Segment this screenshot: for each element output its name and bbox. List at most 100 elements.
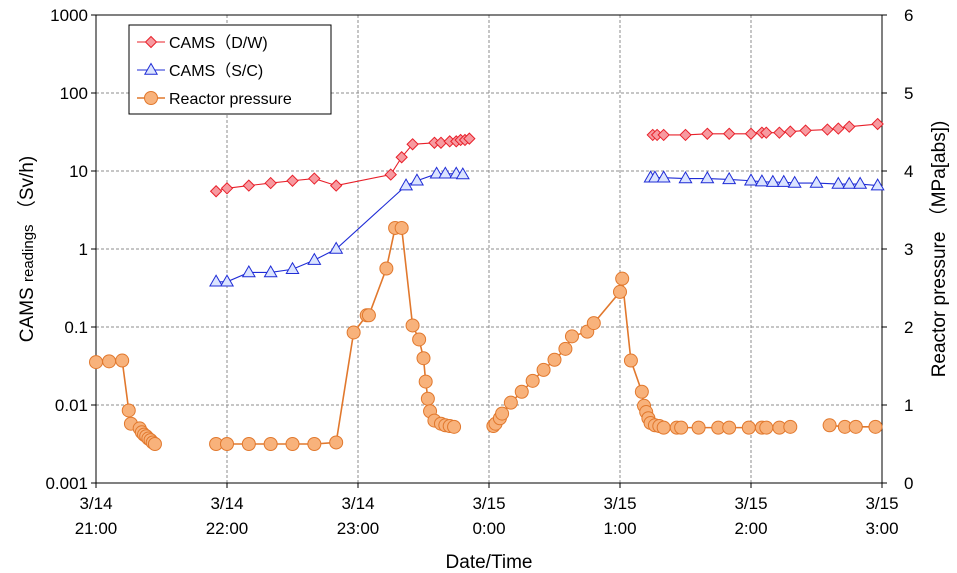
data-point-cams-dw: [871, 117, 884, 131]
data-point-reactor-pressure: [307, 437, 322, 451]
left-axis-title: CAMS readings （Sv/h): [16, 156, 38, 342]
data-point-cams-sc: [700, 171, 715, 184]
left-tick-label: 0.1: [64, 318, 88, 337]
x-tick-date: 3/14: [341, 494, 374, 513]
x-tick-date: 3/15: [865, 494, 898, 513]
data-point-reactor-pressure: [361, 308, 376, 323]
data-point-reactor-pressure: [536, 362, 551, 377]
data-point-reactor-pressure: [420, 391, 435, 406]
data-point-cams-sc: [678, 171, 693, 184]
data-point-cams-sc: [409, 173, 424, 186]
data-point-reactor-pressure: [447, 419, 462, 434]
left-axis-title-small: readings: [20, 224, 37, 282]
data-point-reactor-pressure: [102, 354, 117, 369]
data-point-reactor-pressure: [495, 406, 510, 421]
data-point-cams-dw: [209, 185, 223, 198]
right-axis-title: Reactor pressure （MPa[abs]): [928, 121, 950, 378]
left-axis-title-main: CAMS: [17, 287, 38, 342]
x-tick-date: 3/15: [603, 494, 636, 513]
data-point-cams-sc: [870, 178, 885, 191]
data-point-reactor-pressure: [848, 419, 863, 434]
data-point-cams-sc: [722, 171, 737, 185]
left-tick-label: 0.001: [45, 474, 88, 493]
data-point-reactor-pressure: [514, 384, 529, 399]
x-tick-time: 0:00: [472, 519, 505, 538]
data-point-reactor-pressure: [285, 437, 300, 451]
data-point-cams-sc: [438, 166, 453, 179]
data-point-reactor-pressure: [547, 352, 562, 367]
left-axis-title-unit: （Sv/h): [16, 156, 38, 219]
data-point-cams-dw: [832, 122, 845, 135]
data-point-cams-dw: [821, 123, 834, 136]
data-point-reactor-pressure: [558, 341, 573, 356]
data-point-cams-dw: [773, 126, 786, 139]
x-tick-time: 23:00: [337, 519, 380, 538]
data-point-cams-sc: [263, 264, 278, 278]
data-point-reactor-pressure: [615, 271, 630, 286]
data-point-cams-sc: [776, 174, 791, 187]
data-point-cams-dw: [286, 174, 299, 187]
legend-marker: [143, 62, 159, 75]
x-tick-time: 21:00: [75, 519, 118, 538]
series-cams-sc: [209, 166, 885, 287]
x-axis-ticks: 3/14 21:00 3/14 22:00 3/14 23:00 3/15 0:00 3/15 1…: [75, 483, 899, 538]
data-point-reactor-pressure: [346, 325, 361, 340]
right-tick-label: 2: [904, 318, 913, 337]
data-point-reactor-pressure: [525, 373, 540, 388]
data-point-reactor-pressure: [613, 284, 627, 299]
data-point-reactor-pressure: [220, 437, 234, 451]
right-tick-label: 3: [904, 240, 913, 259]
x-tick-date: 3/15: [472, 494, 505, 513]
right-tick-label: 0: [904, 474, 913, 493]
data-point-cams-sc: [209, 274, 224, 287]
data-point-reactor-pressure: [115, 353, 130, 368]
data-point-reactor-pressure: [634, 384, 649, 399]
data-point-reactor-pressure: [722, 420, 737, 435]
left-tick-label: 0.01: [55, 396, 88, 415]
data-point-reactor-pressure: [89, 355, 103, 370]
data-point-cams-sc: [853, 176, 868, 189]
data-point-cams-dw: [463, 132, 476, 145]
data-point-reactor-pressure: [416, 351, 431, 366]
left-tick-label: 1000: [50, 6, 88, 25]
data-point-cams-sc: [787, 175, 802, 188]
x-axis-title: Date/Time: [446, 552, 533, 573]
data-point-cams-dw: [395, 151, 408, 164]
data-point-reactor-pressure: [741, 420, 756, 435]
data-point-cams-sc: [842, 176, 857, 189]
data-point-cams-sc: [743, 173, 759, 186]
left-tick-label: 1: [79, 240, 88, 259]
left-axis-ticks: 0.001 0.01 0.1 1 10 100 1000: [45, 6, 96, 493]
data-point-reactor-pressure: [329, 435, 344, 450]
x-tick-date: 3/14: [79, 494, 112, 513]
data-point-cams-sc: [455, 167, 470, 180]
data-point-reactor-pressure: [759, 420, 774, 435]
left-tick-label: 10: [69, 162, 88, 181]
legend-label: Reactor pressure: [169, 91, 292, 108]
data-point-reactor-pressure: [691, 420, 706, 435]
data-point-cams-dw: [308, 172, 321, 185]
data-point-cams-sc: [831, 176, 846, 189]
data-point-reactor-pressure: [121, 403, 136, 418]
data-point-cams-dw: [744, 127, 758, 140]
right-tick-label: 6: [904, 6, 913, 25]
data-point-reactor-pressure: [564, 329, 579, 344]
data-point-cams-sc: [429, 166, 444, 179]
data-point-cams-dw: [679, 128, 692, 142]
data-point-reactor-pressure: [405, 318, 420, 333]
data-point-reactor-pressure: [674, 420, 689, 435]
data-point-cams-sc: [809, 175, 824, 188]
legend-label: CAMS（D/W): [169, 34, 268, 52]
data-point-reactor-pressure: [783, 419, 798, 434]
data-point-cams-dw: [657, 128, 670, 142]
data-point-reactor-pressure: [147, 437, 162, 451]
data-point-reactor-pressure: [586, 316, 601, 331]
data-point-cams-sc: [329, 241, 344, 254]
data-point-reactor-pressure: [868, 419, 883, 434]
data-point-cams-dw: [799, 124, 812, 137]
series-cams-dw: [209, 117, 884, 198]
right-tick-label: 1: [904, 396, 913, 415]
series-reactor-pressure: [89, 220, 883, 451]
right-axis-ticks: 0 1 2 3 4 5 6: [882, 6, 913, 493]
